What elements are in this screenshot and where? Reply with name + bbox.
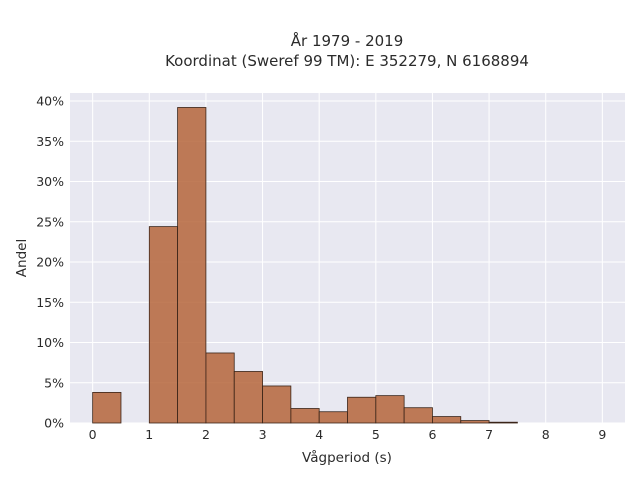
histogram-bar	[347, 396, 377, 424]
y-tick-label: 35%	[36, 134, 64, 149]
x-axis-label: Vågperiod (s)	[302, 449, 392, 466]
x-tick-label: 7	[485, 427, 493, 442]
histogram-bar	[233, 371, 263, 424]
y-tick-label: 0%	[44, 416, 64, 431]
x-tick-label: 2	[202, 427, 210, 442]
histogram-bar	[290, 408, 320, 424]
chart-title-line-1: År 1979 - 2019	[291, 31, 404, 50]
x-tick-label: 8	[542, 427, 550, 442]
x-tick-labels: 0 1 2 3 4 5 6 7 8 9	[89, 427, 607, 442]
x-tick-label: 0	[89, 427, 97, 442]
histogram-bar	[205, 352, 235, 424]
histogram-bar	[92, 392, 122, 424]
x-tick-label: 6	[428, 427, 436, 442]
x-tick-label: 1	[145, 427, 153, 442]
x-tick-label: 4	[315, 427, 323, 442]
y-tick-labels: 0% 5% 10% 15% 20% 25% 30% 35% 40%	[36, 94, 64, 431]
chart-title-line-2: Koordinat (Sweref 99 TM): E 352279, N 61…	[165, 52, 529, 70]
y-tick-label: 5%	[44, 375, 64, 390]
histogram-bar	[460, 420, 490, 424]
histogram-bar	[375, 395, 405, 424]
histogram-bar	[432, 416, 462, 424]
histogram-bar	[177, 107, 207, 424]
x-tick-label: 9	[598, 427, 606, 442]
y-axis-label: Andel	[14, 239, 30, 277]
histogram-bar	[318, 411, 348, 424]
y-tick-label: 25%	[36, 214, 64, 229]
histogram-bar	[488, 421, 518, 424]
y-tick-label: 40%	[36, 94, 64, 109]
y-tick-label: 20%	[36, 255, 64, 270]
bars-group	[92, 107, 518, 424]
histogram-bar	[403, 407, 433, 424]
x-tick-label: 5	[372, 427, 380, 442]
y-tick-label: 15%	[36, 295, 64, 310]
y-tick-label: 30%	[36, 174, 64, 189]
y-tick-label: 10%	[36, 335, 64, 350]
histogram-bar	[262, 385, 292, 424]
histogram-bar	[148, 226, 179, 424]
x-tick-label: 3	[259, 427, 267, 442]
